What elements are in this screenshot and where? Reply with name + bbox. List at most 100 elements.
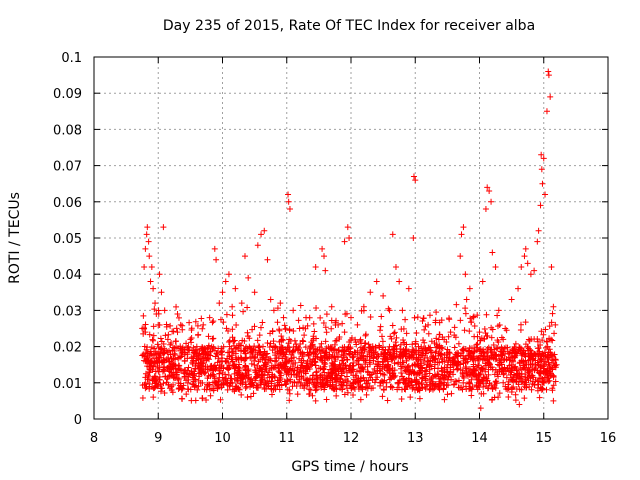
data-point	[380, 358, 387, 365]
data-point	[185, 364, 192, 371]
data-point	[223, 311, 230, 318]
data-point	[284, 376, 291, 383]
data-point	[474, 386, 481, 393]
data-point	[217, 316, 224, 323]
data-point	[160, 363, 167, 370]
data-point	[346, 235, 353, 241]
data-point	[537, 384, 544, 391]
data-point	[410, 235, 417, 241]
data-point	[480, 352, 487, 359]
data-point	[543, 344, 550, 351]
data-point	[355, 355, 362, 362]
data-point	[345, 365, 352, 372]
data-point	[236, 386, 243, 393]
data-point	[264, 339, 271, 346]
data-point	[165, 331, 172, 338]
data-point	[283, 380, 290, 387]
data-point	[219, 351, 226, 358]
data-point	[401, 348, 408, 355]
data-point	[276, 369, 283, 376]
data-point	[289, 383, 296, 390]
data-point	[474, 312, 481, 319]
data-point	[142, 321, 149, 328]
data-point	[329, 375, 336, 382]
data-point	[343, 373, 350, 380]
data-point	[191, 349, 198, 356]
data-point	[166, 385, 173, 392]
data-point	[431, 365, 438, 372]
data-point	[400, 359, 407, 366]
data-point	[489, 385, 496, 392]
data-point	[538, 166, 545, 173]
data-point	[482, 330, 489, 337]
data-point	[534, 335, 541, 342]
data-point	[362, 332, 369, 339]
data-point	[205, 344, 212, 351]
data-point	[464, 358, 471, 365]
data-point	[367, 361, 374, 368]
data-point	[157, 388, 164, 395]
data-point	[511, 353, 518, 360]
data-point	[146, 331, 153, 338]
data-point	[172, 365, 179, 372]
axis-ticks: 8 9 10 11 12 13 14 15 16 0 0.01 0.02 0.03 0.04 0.05 0.0…	[53, 51, 616, 446]
data-point	[248, 360, 255, 367]
data-point	[321, 253, 328, 260]
data-point	[353, 341, 360, 348]
data-point	[538, 328, 545, 335]
data-point	[148, 263, 155, 270]
data-point	[432, 317, 439, 324]
data-point	[522, 371, 529, 378]
data-point	[341, 391, 348, 398]
data-point	[516, 386, 523, 393]
data-point	[473, 346, 480, 353]
data-point	[257, 356, 264, 363]
data-point	[484, 353, 491, 360]
data-point	[418, 381, 425, 388]
data-point	[313, 372, 320, 379]
data-point	[304, 322, 311, 329]
data-point	[158, 354, 165, 361]
data-point	[494, 337, 501, 344]
data-point	[206, 314, 213, 321]
data-point	[462, 305, 469, 312]
data-point	[502, 383, 509, 390]
data-point	[297, 302, 304, 309]
data-point	[181, 358, 188, 365]
data-point	[319, 245, 326, 252]
data-point	[239, 375, 246, 382]
data-point	[467, 315, 474, 322]
data-point	[376, 343, 383, 350]
data-point	[379, 359, 386, 366]
data-point	[172, 352, 179, 359]
data-point	[489, 366, 496, 373]
data-point	[436, 380, 443, 387]
data-point	[528, 336, 535, 343]
data-point	[302, 344, 309, 351]
y-tick-label: 0.03	[53, 304, 82, 319]
data-point	[486, 187, 493, 194]
data-point	[142, 379, 149, 386]
data-point	[384, 397, 391, 404]
data-point	[150, 385, 157, 392]
data-point	[377, 327, 384, 334]
data-point	[253, 369, 260, 376]
data-point	[354, 351, 361, 358]
data-point	[498, 334, 505, 341]
data-point	[377, 379, 384, 386]
data-point	[439, 356, 446, 363]
data-point	[235, 345, 242, 352]
data-point	[344, 389, 351, 396]
data-point	[380, 292, 387, 299]
data-point	[516, 401, 523, 408]
data-point	[300, 338, 307, 345]
data-point	[253, 382, 260, 389]
data-point	[542, 191, 549, 198]
data-point	[215, 355, 222, 362]
data-point	[242, 355, 249, 362]
data-point	[290, 347, 297, 354]
data-point	[291, 337, 298, 344]
data-point	[476, 329, 483, 336]
data-point	[512, 340, 519, 347]
data-point	[357, 396, 364, 403]
